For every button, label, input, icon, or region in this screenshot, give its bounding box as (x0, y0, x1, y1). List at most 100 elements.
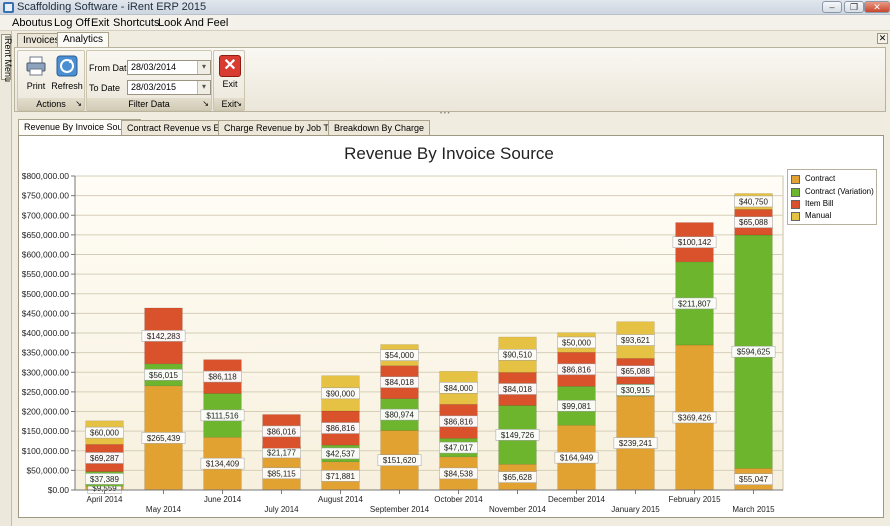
tab-breakdown-by-charge[interactable]: Breakdown By Charge (328, 120, 431, 135)
data-label: $142,283 (147, 332, 181, 341)
data-label-box (262, 467, 301, 480)
data-label-box (616, 334, 655, 346)
data-label-box (613, 437, 658, 449)
chart-tabs: Revenue By Invoice Source Contract Reven… (18, 119, 884, 135)
data-label-box (498, 348, 537, 361)
from-date-picker[interactable]: 28/03/2014 ▾ (127, 60, 211, 75)
exit-group-label: Exit ↘ (214, 98, 244, 110)
menu-bar: Aboutus Log Off Exit Shortcuts Look And … (0, 15, 890, 31)
exit-launcher-icon[interactable]: ↘ (235, 99, 242, 108)
x-tick-label: April 2014 (86, 495, 123, 504)
minimize-button[interactable]: – (822, 1, 842, 13)
y-tick-label: $750,000.00 (22, 191, 70, 201)
printer-icon (26, 56, 46, 76)
data-label: $80,974 (385, 411, 414, 420)
data-label: $86,118 (208, 373, 237, 382)
data-label-box (85, 426, 124, 439)
data-label: $85,115 (267, 469, 296, 478)
data-label: $93,621 (621, 336, 650, 345)
data-label: $55,047 (739, 475, 768, 484)
chevron-down-icon[interactable]: ▾ (197, 61, 210, 74)
data-label-box (380, 408, 419, 421)
menu-aboutus[interactable]: Aboutus (12, 17, 53, 29)
legend-label: Contract (Variation) (805, 187, 874, 196)
data-label-box (557, 363, 596, 376)
x-tick-label: January 2015 (611, 505, 660, 514)
ribbon-collapse-grip[interactable]: • • • (440, 111, 450, 117)
menu-exit[interactable]: Exit (91, 17, 110, 29)
chart-legend: Contract Contract (Variation) Item Bill … (787, 169, 877, 225)
data-label-box (321, 387, 360, 400)
data-label-box (321, 470, 360, 482)
y-tick-label: $400,000.00 (22, 328, 70, 338)
grid-lines (75, 175, 783, 471)
exit-icon: ✕ (219, 55, 241, 77)
data-label-box (731, 345, 776, 358)
actions-group-title: Actions (36, 99, 66, 109)
x-tick-label: February 2015 (668, 495, 721, 504)
exit-group-title: Exit (221, 99, 237, 109)
data-label: $54,000 (385, 351, 414, 360)
data-label: $86,816 (326, 424, 355, 433)
data-label: $30,915 (621, 386, 650, 395)
print-button[interactable]: Print (20, 55, 52, 95)
legend-swatch-manual (791, 212, 800, 221)
side-menu-tab[interactable]: iRent Menu (1, 34, 13, 82)
x-tick-label: September 2014 (370, 505, 430, 514)
exit-button[interactable]: ✕ Exit (214, 55, 246, 95)
from-date-value: 28/03/2014 (131, 62, 177, 72)
data-label-box (321, 447, 360, 460)
data-label: $65,088 (739, 218, 768, 227)
data-label: $84,000 (444, 384, 473, 393)
ribbon: Print Refresh Actions ↘ From Date 28/03/… (14, 47, 886, 112)
actions-group-label: Actions ↘ (18, 98, 84, 110)
chevron-down-icon[interactable]: ▾ (197, 81, 210, 94)
exit-label: Exit (222, 79, 238, 89)
data-label-box (495, 429, 540, 441)
data-label: $90,510 (503, 351, 532, 360)
data-label: $84,538 (444, 469, 473, 478)
chart-panel: Revenue By Invoice Source $0.00 $50,000.0… (18, 135, 884, 518)
y-axis: $0.00 $50,000.00 $100,000.00 $150,000.00 $20… (22, 171, 76, 495)
maximize-button[interactable]: ❐ (844, 1, 864, 13)
actions-launcher-icon[interactable]: ↘ (75, 99, 82, 108)
data-label: $69,287 (90, 454, 119, 463)
y-tick-label: $150,000.00 (22, 426, 70, 436)
document-tabs: Invoices Analytics ✕ (12, 31, 890, 47)
from-date-label: From Date (89, 63, 132, 73)
y-tick-label: $200,000.00 (22, 407, 70, 417)
data-label-box (734, 195, 773, 208)
refresh-button[interactable]: Refresh (51, 55, 83, 95)
data-label: $84,018 (503, 385, 532, 394)
tab-analytics[interactable]: Analytics (57, 32, 110, 47)
x-tick-label: October 2014 (434, 495, 483, 504)
data-label: $65,628 (503, 473, 532, 482)
to-date-picker[interactable]: 28/03/2015 ▾ (127, 80, 211, 95)
data-label-box (85, 473, 124, 485)
data-label: $56,015 (149, 371, 178, 380)
data-label-box (200, 409, 245, 422)
exit-group: ✕ Exit Exit ↘ (213, 50, 245, 111)
filter-group-title: Filter Data (128, 99, 170, 109)
data-label-box (141, 432, 186, 444)
x-tick-label: May 2014 (146, 505, 182, 514)
x-axis: April 2014 May 2014 June 2014 July 2014 Augu… (75, 489, 783, 514)
data-label-box (439, 467, 478, 480)
data-label-box (380, 349, 419, 361)
close-window-button[interactable]: ✕ (864, 1, 890, 13)
menu-log-off[interactable]: Log Off (54, 17, 90, 29)
legend-label: Contract (805, 174, 836, 183)
data-label: $84,018 (385, 378, 414, 387)
menu-shortcuts[interactable]: Shortcuts (113, 17, 160, 29)
menu-look-and-feel[interactable]: Look And Feel (158, 17, 229, 29)
legend-label: Manual (805, 211, 832, 220)
filter-launcher-icon[interactable]: ↘ (202, 99, 209, 108)
data-label: $151,620 (383, 456, 417, 465)
y-tick-label: $500,000.00 (22, 289, 70, 299)
x-tick-label: August 2014 (318, 495, 363, 504)
data-label-box (616, 365, 655, 377)
data-label: $100,142 (678, 238, 712, 247)
data-label: $47,017 (444, 444, 473, 453)
close-document-button[interactable]: ✕ (877, 33, 888, 44)
data-label-box (557, 336, 596, 349)
